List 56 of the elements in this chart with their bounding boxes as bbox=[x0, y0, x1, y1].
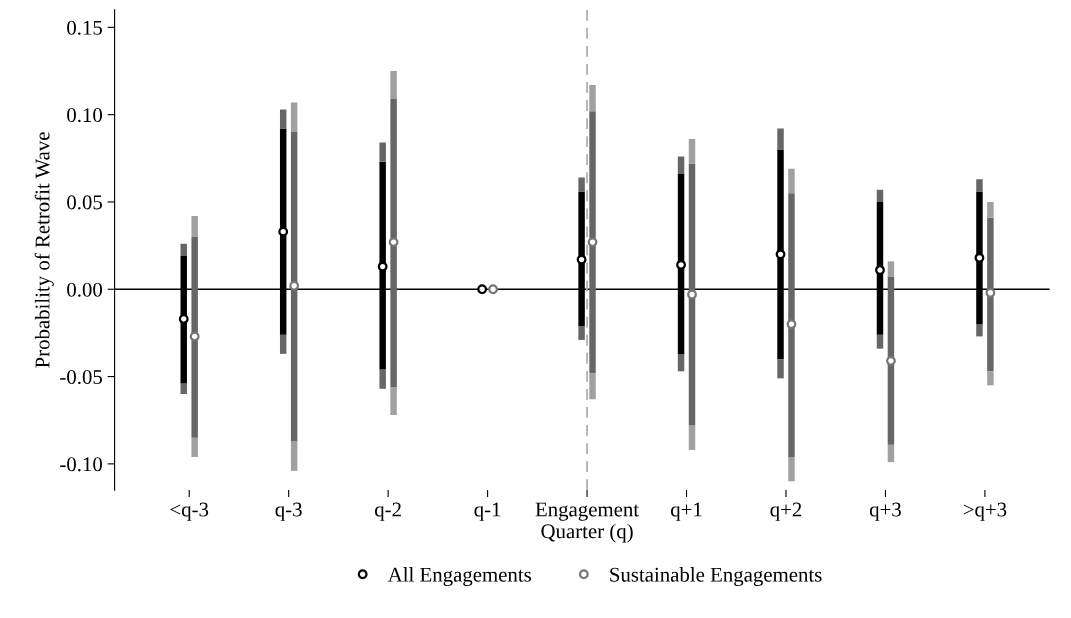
bar bbox=[887, 444, 895, 463]
bar bbox=[191, 236, 198, 438]
x-tick-label: q+3 bbox=[869, 502, 901, 521]
x-tick-label: q-3 bbox=[275, 502, 302, 521]
x-tick-label: Engagement Quarter (q) bbox=[535, 502, 639, 543]
y-tick-label: 0.05 bbox=[67, 195, 102, 210]
bar bbox=[777, 359, 784, 379]
x-tick-label: >q+3 bbox=[963, 502, 1007, 521]
legend-label: Sustainable Engagements bbox=[610, 567, 822, 587]
bar bbox=[290, 102, 298, 133]
bar bbox=[290, 132, 298, 442]
bar bbox=[788, 456, 795, 482]
bar bbox=[688, 139, 696, 164]
bar bbox=[876, 334, 884, 349]
bar bbox=[976, 179, 983, 192]
bar bbox=[191, 437, 198, 457]
x-tick-label: q-1 bbox=[474, 502, 501, 521]
bar bbox=[578, 325, 585, 340]
x-tick-label: <q-3 bbox=[170, 502, 209, 521]
bar bbox=[279, 334, 287, 354]
y-axis-title: Probability of Retrofit Wave bbox=[34, 132, 54, 368]
bar bbox=[279, 109, 287, 129]
bar bbox=[987, 217, 994, 372]
x-tick-label: q+2 bbox=[770, 502, 802, 521]
y-tick-label: -0.10 bbox=[60, 457, 102, 472]
bar bbox=[589, 84, 596, 112]
bar bbox=[688, 425, 696, 450]
bar bbox=[987, 371, 994, 386]
bar bbox=[191, 215, 198, 237]
bar bbox=[677, 156, 685, 175]
bar bbox=[876, 189, 884, 202]
bar bbox=[379, 369, 386, 389]
bar bbox=[976, 324, 983, 337]
bar bbox=[390, 387, 397, 415]
bar bbox=[887, 261, 895, 278]
bar bbox=[987, 201, 994, 218]
bar bbox=[788, 193, 795, 457]
bar bbox=[578, 177, 585, 192]
bar bbox=[589, 373, 596, 400]
x-tick-label: q+1 bbox=[670, 502, 702, 521]
y-tick-label: -0.05 bbox=[60, 369, 102, 385]
x-tick-label: q-2 bbox=[375, 502, 401, 521]
bar bbox=[788, 168, 795, 194]
bar bbox=[290, 441, 298, 471]
y-tick-label: 0.10 bbox=[67, 108, 102, 123]
bar bbox=[180, 383, 187, 395]
bar bbox=[589, 111, 596, 374]
bar bbox=[379, 142, 386, 162]
bar bbox=[677, 353, 685, 372]
bar bbox=[180, 243, 187, 257]
bar bbox=[390, 98, 397, 388]
legend-label: All Engagements bbox=[387, 567, 531, 587]
bar bbox=[777, 128, 784, 150]
y-tick-label: 0.00 bbox=[67, 282, 102, 297]
y-tick-label: 0.15 bbox=[67, 20, 102, 35]
bar bbox=[390, 71, 397, 99]
